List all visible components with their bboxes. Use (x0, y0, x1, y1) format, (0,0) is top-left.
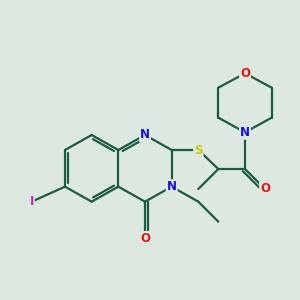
Text: O: O (260, 182, 270, 196)
Text: O: O (140, 232, 150, 245)
Text: N: N (240, 126, 250, 139)
Text: I: I (29, 195, 34, 208)
Text: N: N (167, 180, 177, 193)
Text: O: O (240, 67, 250, 80)
Text: N: N (140, 128, 150, 142)
Text: S: S (194, 143, 202, 157)
